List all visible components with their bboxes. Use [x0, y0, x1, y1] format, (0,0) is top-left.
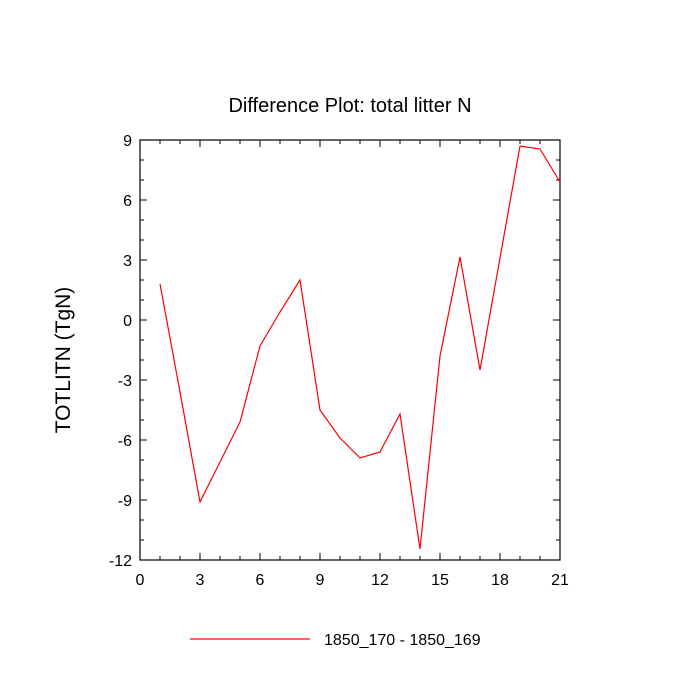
plot-area: 0 3 6 9 12 15 18 21 -12 -9 -6 -3 0 3 6 9	[109, 133, 569, 589]
y-tick-label: -12	[109, 553, 132, 570]
x-tick-label: 21	[551, 572, 569, 589]
x-tick-label: 3	[196, 572, 205, 589]
x-tick-label: 15	[431, 572, 449, 589]
plot-frame	[139, 139, 561, 561]
y-tick-label: 9	[123, 133, 132, 150]
y-axis-label: TOTLITN (TgN)	[52, 287, 75, 434]
x-tick-label: 0	[136, 572, 145, 589]
x-tick-label: 9	[316, 572, 325, 589]
y-tick-label: 3	[123, 253, 132, 270]
series-line	[159, 145, 561, 550]
legend-label: 1850_170 - 1850_169	[324, 632, 481, 649]
y-tick-label: 6	[123, 193, 132, 210]
y-tick-label: 0	[123, 313, 132, 330]
legend: 1850_170 - 1850_169	[190, 632, 481, 649]
x-tick-label: 12	[371, 572, 389, 589]
y-tick-label: -3	[118, 373, 132, 390]
x-tick-label: 6	[256, 572, 265, 589]
chart-title: Difference Plot: total litter N	[228, 95, 471, 117]
y-tick-label: -9	[118, 493, 132, 510]
y-tick-label: -6	[118, 433, 132, 450]
x-tick-label: 18	[491, 572, 509, 589]
